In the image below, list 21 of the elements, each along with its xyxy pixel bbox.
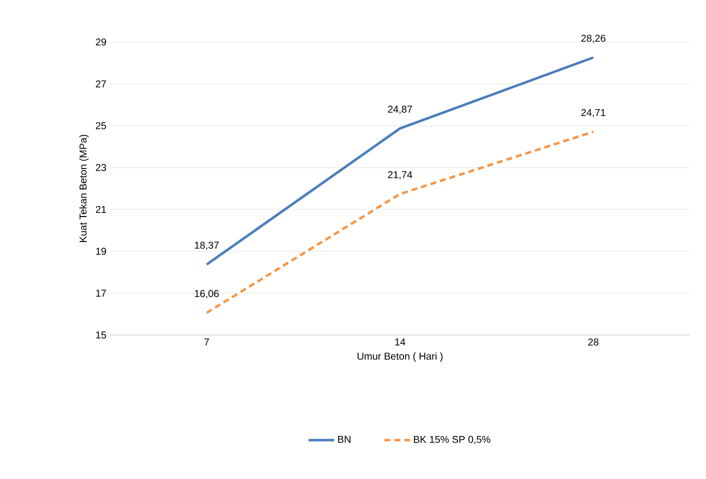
y-tick-label: 23 — [96, 164, 106, 172]
data-label: 28,26 — [581, 34, 606, 43]
data-label: 18,37 — [194, 242, 219, 250]
legend-label: BN — [338, 436, 350, 443]
y-tick-label: 25 — [96, 122, 106, 130]
x-tick-label: 7 — [204, 338, 209, 346]
data-label: 16,06 — [194, 290, 219, 298]
y-tick-label: 19 — [96, 248, 106, 255]
x-tick-label: 14 — [395, 338, 406, 346]
y-axis-title: Kuat Tekan Beton (MPa) — [79, 134, 89, 242]
y-tick-label: 17 — [96, 290, 106, 297]
data-label: 24,71 — [581, 109, 606, 118]
x-tick-label: 28 — [588, 338, 598, 346]
data-label: 21,74 — [388, 171, 412, 180]
legend-label: BK 15% SP 0,5% — [414, 436, 490, 444]
y-tick-label: 27 — [96, 80, 106, 88]
y-tick-label: 15 — [96, 332, 106, 338]
y-tick-label: 29 — [96, 38, 106, 46]
y-tick-label: 21 — [96, 206, 106, 213]
x-axis-title: Umur Beton ( Hari ) — [358, 352, 443, 362]
data-label: 24,87 — [388, 106, 412, 114]
